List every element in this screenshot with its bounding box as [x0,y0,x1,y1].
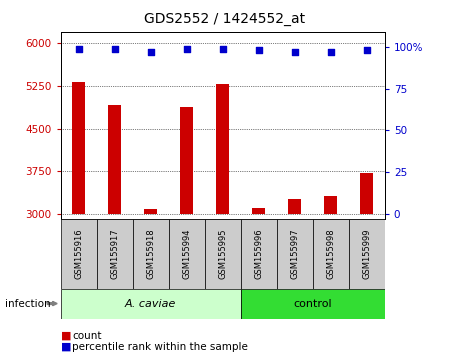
Point [75,46,82,51]
Bar [205,219,241,289]
Text: ■: ■ [61,331,71,341]
Text: GSM155995: GSM155995 [218,229,227,279]
Bar [108,105,121,214]
Point [219,46,226,51]
Text: GSM155999: GSM155999 [362,229,371,279]
Text: infection: infection [4,298,50,309]
Text: GSM155994: GSM155994 [182,229,191,279]
Point [147,49,154,55]
Text: ■: ■ [61,342,71,352]
Text: GSM155997: GSM155997 [290,229,299,279]
Point [363,47,370,53]
Text: GSM155917: GSM155917 [110,229,119,279]
Text: GSM155918: GSM155918 [146,229,155,279]
Bar [216,84,229,214]
Bar [241,289,385,319]
Bar [180,108,193,214]
Bar [324,196,337,214]
Bar [144,209,157,214]
Text: A. caviae: A. caviae [125,298,176,309]
Bar [288,199,301,214]
Text: percentile rank within the sample: percentile rank within the sample [72,342,248,352]
Point [111,46,118,51]
Text: control: control [293,298,332,309]
Bar [169,219,205,289]
Bar [61,289,241,319]
Text: GDS2552 / 1424552_at: GDS2552 / 1424552_at [144,12,306,27]
Bar [313,219,349,289]
Bar [360,173,373,214]
Bar [97,219,133,289]
Text: count: count [72,331,102,341]
Point [291,49,298,55]
Bar [72,82,85,214]
Point [255,47,262,53]
Bar [61,219,97,289]
Bar [241,219,277,289]
Text: GSM155998: GSM155998 [326,229,335,279]
Text: GSM155996: GSM155996 [254,229,263,279]
Bar [349,219,385,289]
Bar [133,219,169,289]
Bar [252,207,265,214]
Bar [277,219,313,289]
Point [183,46,190,51]
Point [327,49,334,55]
Text: GSM155916: GSM155916 [74,229,83,279]
